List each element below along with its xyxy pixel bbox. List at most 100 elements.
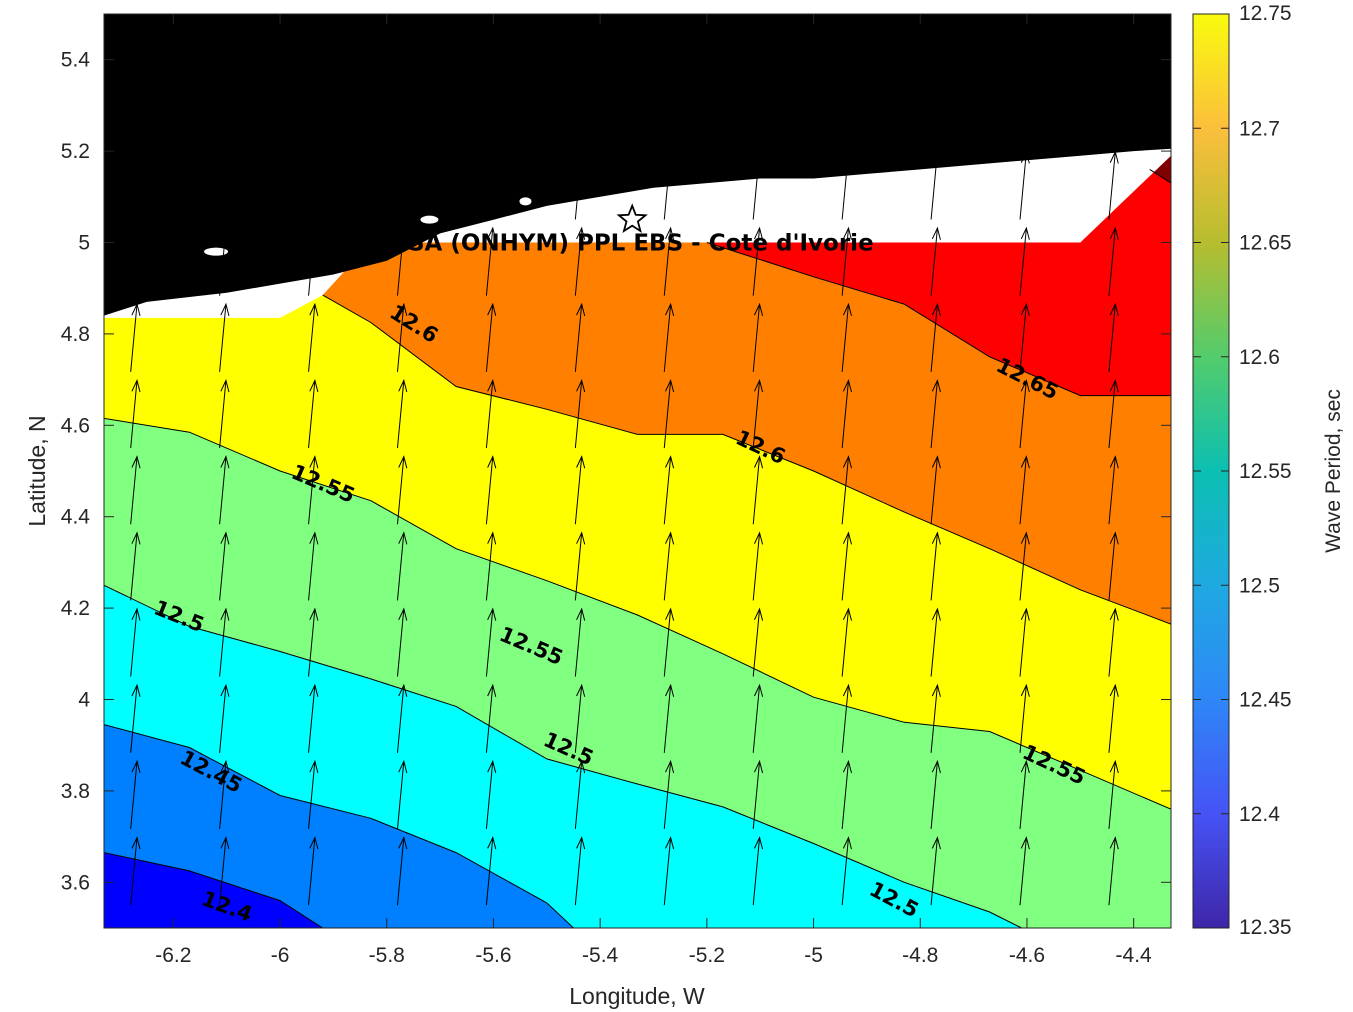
x-tick-label: -5.2	[689, 944, 725, 967]
wave-arrow	[574, 74, 586, 144]
wave-arrow	[752, 378, 764, 449]
wave-arrow	[1019, 74, 1030, 144]
wave-arrow	[752, 74, 764, 144]
wave-arrow	[219, 302, 230, 372]
wave-arrow	[308, 531, 319, 601]
band-light-blue	[104, 724, 574, 928]
wave-arrow	[485, 759, 497, 830]
wave-arrow	[930, 74, 941, 144]
wave-arrow	[130, 74, 141, 144]
wave-arrow	[752, 607, 764, 677]
wave-arrow	[396, 74, 408, 144]
wave-arrow	[841, 759, 852, 830]
wave-arrow	[663, 74, 675, 144]
wave-arrow	[485, 531, 497, 601]
colorbar-tick-label: 12.6	[1239, 346, 1280, 369]
wave-arrow	[1108, 226, 1119, 296]
wave-arrow	[485, 378, 497, 449]
y-axis-label: Latitude, N	[24, 415, 50, 526]
wave-arrow	[663, 607, 675, 677]
wave-arrow	[1108, 531, 1119, 601]
wave-arrow	[930, 531, 941, 601]
land-mask	[104, 14, 1171, 316]
colorbar-tick-label: 12.75	[1239, 2, 1292, 25]
wave-arrow	[663, 226, 675, 296]
wave-arrow	[930, 226, 941, 296]
wave-arrow	[219, 683, 230, 753]
wave-arrow	[663, 150, 675, 220]
colorbar-ticks: 12.35 12.4 12.45 12.5 12.55 12.6 12.65 12.7 12.7…	[1193, 2, 1292, 939]
wave-arrow	[396, 455, 408, 525]
band-red	[706, 146, 1171, 396]
wave-arrow	[485, 455, 497, 525]
wave-arrow	[930, 836, 941, 906]
contour-line-12-5	[104, 584, 1022, 928]
wave-arrow	[841, 531, 852, 601]
wave-arrow	[485, 226, 497, 296]
y-tick-label: 4.8	[61, 323, 90, 346]
wave-arrow	[308, 226, 319, 296]
wave-arrow	[1019, 531, 1030, 601]
wave-arrow	[219, 607, 230, 677]
wave-arrow	[1019, 302, 1030, 372]
y-tick-label: 3.6	[61, 871, 90, 894]
colorbar-label: Wave Period, sec	[1322, 389, 1345, 553]
wave-arrow	[663, 302, 675, 372]
wave-arrow	[130, 302, 141, 372]
x-tick-label: -5.6	[475, 944, 511, 967]
wave-arrow	[574, 531, 586, 601]
x-tick-label: -5.8	[369, 944, 405, 967]
wave-arrow	[930, 455, 941, 525]
wave-arrow	[574, 455, 586, 525]
wave-arrow	[396, 683, 408, 753]
wave-arrow	[396, 607, 408, 677]
wave-arrow	[574, 683, 586, 753]
wave-arrow	[219, 226, 230, 296]
wave-arrow	[130, 531, 141, 601]
site-star-marker	[616, 203, 648, 234]
lagoon-shape	[420, 215, 439, 224]
wave-arrow	[308, 302, 319, 372]
wave-arrow	[574, 607, 586, 677]
wave-arrow	[663, 455, 675, 525]
y-tick-label: 4.6	[61, 414, 90, 437]
x-axis-label: Longitude, W	[569, 983, 705, 1009]
wave-arrow	[930, 683, 941, 753]
wave-arrow	[752, 302, 764, 372]
wave-arrow	[219, 759, 230, 830]
band-blue	[104, 852, 323, 928]
wave-arrow	[930, 150, 941, 220]
wave-arrow	[308, 759, 319, 830]
y-tick-label: 3.8	[61, 780, 90, 803]
wave-arrow	[841, 378, 852, 449]
plot-frame	[103, 13, 1172, 929]
contour-lines	[104, 168, 1171, 928]
y-tick-label: 5.4	[61, 49, 91, 72]
wave-arrow	[574, 836, 586, 906]
contour-line-12-6	[322, 294, 1171, 625]
wave-arrow	[663, 378, 675, 449]
wave-arrow	[752, 531, 764, 601]
wave-arrow	[1108, 378, 1119, 449]
wave-arrow	[841, 150, 852, 220]
wave-arrow	[308, 378, 319, 449]
wave-arrow	[485, 607, 497, 677]
colorbar-tick-label: 12.35	[1239, 916, 1292, 939]
wave-arrow	[219, 531, 230, 601]
wave-arrow	[663, 683, 675, 753]
contour-line-12-65	[706, 242, 1171, 397]
wave-arrow	[1019, 759, 1030, 830]
lagoon-shape	[519, 197, 532, 206]
wave-arrow	[841, 302, 852, 372]
colorbar-tick-label: 12.55	[1239, 460, 1292, 483]
wave-arrow	[130, 759, 141, 830]
colorbar-tick-label: 12.45	[1239, 689, 1292, 712]
wave-arrow	[1019, 150, 1030, 220]
x-tick-label: -6.2	[155, 944, 191, 967]
wave-arrow	[396, 302, 408, 372]
wave-arrow	[930, 759, 941, 830]
wave-arrow	[396, 150, 408, 220]
wave-arrow	[752, 150, 764, 220]
wave-arrow	[308, 74, 319, 144]
wave-arrow	[1108, 836, 1119, 906]
